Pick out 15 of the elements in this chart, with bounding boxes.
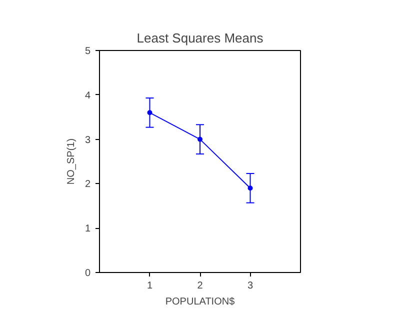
chart-title: Least Squares Means <box>136 30 264 46</box>
x-axis-title: POPULATION$ <box>165 296 236 308</box>
x-tick-label: 3 <box>247 280 254 292</box>
y-tick-label: 4 <box>84 90 91 102</box>
x-tick-label: 1 <box>146 280 153 292</box>
y-axis-title: NO_SP(1) <box>66 138 77 185</box>
y-tick-label: 0 <box>84 268 91 279</box>
y-tick-label: 1 <box>84 224 91 235</box>
y-tick-label: 5 <box>84 46 91 57</box>
point <box>248 186 253 191</box>
x-tick-label: 2 <box>197 280 204 292</box>
y-tick-label: 3 <box>84 134 91 146</box>
y-tick-label: 2 <box>84 179 91 190</box>
point <box>198 136 202 142</box>
point <box>147 110 152 116</box>
